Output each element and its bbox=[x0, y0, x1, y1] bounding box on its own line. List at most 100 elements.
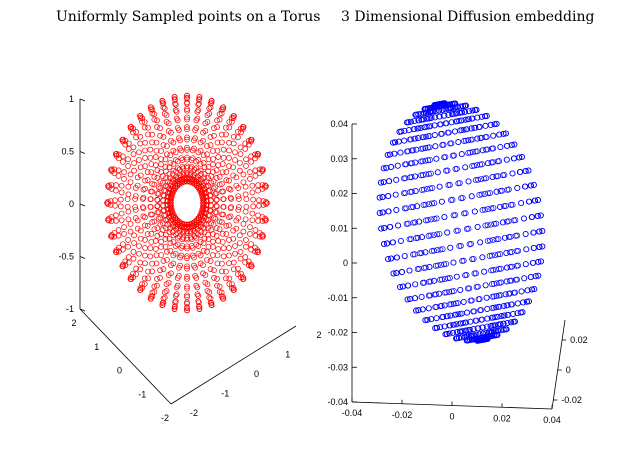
embedding-point bbox=[460, 126, 467, 133]
torus-point bbox=[148, 161, 155, 167]
torus-point bbox=[160, 266, 167, 273]
embedding-point bbox=[488, 205, 495, 212]
embedding-point bbox=[457, 310, 464, 317]
torus-point bbox=[237, 144, 244, 151]
embedding-point bbox=[446, 330, 453, 337]
torus-point bbox=[113, 150, 120, 157]
torus-point bbox=[130, 144, 137, 151]
torus-point bbox=[174, 158, 181, 165]
embedding-point bbox=[503, 156, 510, 163]
torus-point bbox=[125, 243, 131, 250]
embedding-point bbox=[392, 139, 399, 146]
embedding-point bbox=[539, 243, 546, 250]
embedding-point bbox=[490, 267, 497, 274]
torus-point bbox=[232, 157, 238, 163]
torus-point bbox=[206, 294, 213, 301]
torus-point bbox=[200, 152, 207, 159]
torus-point bbox=[133, 129, 139, 135]
embedding-point bbox=[513, 248, 520, 255]
torus-point bbox=[236, 204, 242, 210]
torus-point bbox=[214, 117, 220, 124]
embedding-point bbox=[385, 193, 392, 199]
torus-point bbox=[189, 244, 196, 251]
embedding-point bbox=[419, 279, 426, 286]
torus-point bbox=[170, 232, 177, 239]
embedding-point bbox=[438, 198, 445, 205]
torus-point bbox=[233, 182, 240, 189]
torus-point bbox=[149, 211, 155, 218]
torus-point bbox=[167, 160, 174, 166]
torus-point bbox=[128, 126, 134, 132]
torus-point bbox=[214, 147, 221, 154]
embedding-point bbox=[461, 319, 468, 326]
z-tick bbox=[79, 256, 86, 259]
torus-point bbox=[159, 98, 166, 104]
torus-point bbox=[154, 232, 161, 239]
embedding-point bbox=[471, 308, 478, 315]
embedding-point bbox=[504, 319, 511, 326]
embedding-point bbox=[439, 314, 446, 321]
torus-point bbox=[263, 199, 269, 205]
torus-point bbox=[165, 272, 172, 278]
embedding-point bbox=[467, 332, 474, 339]
torus-point bbox=[154, 190, 161, 197]
torus-point bbox=[144, 231, 151, 237]
torus-point bbox=[205, 225, 211, 231]
torus-point bbox=[132, 206, 139, 213]
torus-point bbox=[233, 174, 240, 181]
embedding-point bbox=[399, 268, 406, 275]
torus-point bbox=[125, 208, 132, 215]
torus-point bbox=[152, 246, 159, 252]
y-tick-label: -1 bbox=[138, 389, 146, 399]
embedding-point bbox=[401, 253, 408, 259]
torus-point bbox=[184, 283, 190, 290]
embedding-point bbox=[491, 252, 498, 258]
z-tick-label: 1 bbox=[69, 94, 74, 104]
torus-point bbox=[184, 255, 190, 262]
torus-point bbox=[184, 273, 190, 280]
x-tick-label: 0.02 bbox=[493, 413, 511, 423]
torus-point bbox=[162, 236, 169, 242]
embedding-point bbox=[426, 109, 433, 116]
embedding-point bbox=[510, 318, 517, 325]
embedding-point bbox=[465, 137, 472, 144]
embedding-point bbox=[537, 212, 544, 219]
embedding-point bbox=[514, 300, 521, 307]
embedding-point bbox=[441, 100, 448, 107]
torus-point bbox=[195, 107, 202, 114]
torus-point bbox=[184, 147, 190, 153]
torus-point bbox=[208, 300, 215, 306]
torus-point bbox=[202, 272, 209, 278]
embedding-point bbox=[428, 248, 435, 255]
torus-point bbox=[184, 263, 190, 270]
torus-point bbox=[184, 307, 190, 314]
embedding-point bbox=[518, 288, 525, 295]
torus-point bbox=[214, 282, 220, 289]
torus-point bbox=[259, 166, 266, 173]
embedding-point bbox=[525, 167, 532, 174]
torus-point bbox=[162, 164, 169, 170]
embedding-point bbox=[453, 165, 460, 172]
embedding-point bbox=[472, 148, 479, 155]
torus-point bbox=[137, 133, 144, 140]
embedding-point bbox=[465, 149, 472, 156]
torus-point bbox=[184, 300, 190, 307]
torus-point bbox=[137, 115, 144, 121]
embedding-point bbox=[524, 298, 531, 305]
embedding-point bbox=[487, 237, 493, 244]
torus-point bbox=[197, 139, 204, 146]
torus-point bbox=[157, 125, 163, 131]
embedding-point bbox=[432, 262, 439, 269]
embedding-point bbox=[411, 118, 418, 125]
torus-point bbox=[112, 197, 118, 204]
torus-point bbox=[142, 185, 148, 192]
torus-point bbox=[147, 253, 154, 260]
embedding-point bbox=[522, 183, 529, 190]
embedding-point bbox=[531, 286, 538, 293]
torus-point bbox=[125, 140, 132, 147]
z-axis-line bbox=[551, 319, 566, 410]
embedding-point bbox=[457, 286, 464, 293]
torus-point bbox=[166, 171, 173, 177]
embedding-point bbox=[394, 254, 401, 261]
torus-point bbox=[106, 215, 112, 222]
